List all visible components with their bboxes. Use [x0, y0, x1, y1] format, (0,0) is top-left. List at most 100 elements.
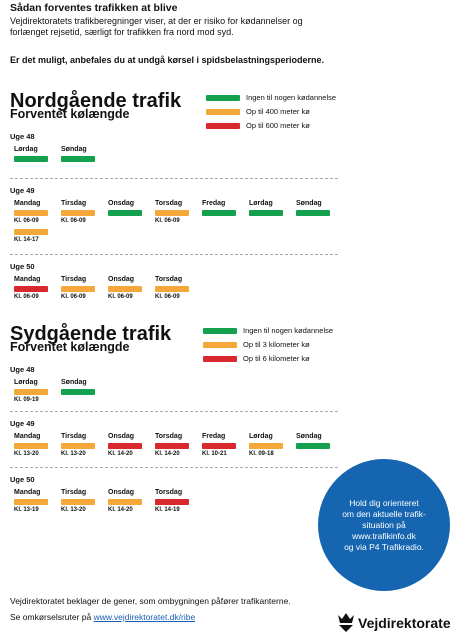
section-subtitle: Forventet kølængde: [10, 340, 130, 354]
time-label: Kl. 10-21: [202, 451, 227, 457]
day-label: Onsdag: [108, 433, 135, 440]
day-label: Torsdag: [155, 200, 183, 207]
traffic-bar: [61, 156, 95, 162]
legend-label: Ingen til nogen kødannelse: [243, 326, 334, 335]
footer-text: Vejdirektoratet beklager de gener, som o…: [10, 596, 291, 606]
separator: [10, 411, 338, 412]
day-label: Onsdag: [108, 276, 135, 283]
legend-swatch: [206, 109, 240, 115]
time-label: Kl. 06-09: [61, 218, 86, 224]
legend-swatch: [206, 95, 240, 101]
traffic-bar: [14, 156, 48, 162]
time-label: Kl. 13-20: [14, 451, 39, 457]
time-label: Kl. 14-17: [14, 237, 39, 243]
day-label: Lørdag: [249, 200, 273, 207]
info-text: situation på: [362, 520, 406, 530]
traffic-bar: [249, 210, 283, 216]
time-label: Kl. 06-09: [61, 294, 86, 300]
time-label: Kl. 13-20: [61, 451, 86, 457]
time-label: Kl. 13-20: [61, 507, 86, 513]
day-label: Søndag: [61, 146, 87, 153]
time-label: Kl. 09-18: [249, 451, 274, 457]
time-label: Kl. 13-19: [14, 507, 39, 513]
week-label: Uge 49: [10, 186, 35, 195]
traffic-bar: [14, 286, 48, 292]
route-prefix: Se omkørselsruter på: [10, 612, 92, 622]
traffic-bar: [14, 229, 48, 235]
traffic-bar: [61, 499, 95, 505]
section-subtitle: Forventet kølængde: [10, 107, 130, 121]
traffic-bar: [249, 443, 283, 449]
day-label: Torsdag: [155, 433, 183, 440]
paragraph: forlænget rejsetid, særligt for trafikke…: [10, 27, 234, 37]
route-link[interactable]: www.vejdirektoratet.dk/ribe: [93, 612, 196, 622]
week-label: Uge 50: [10, 262, 35, 271]
separator: [10, 467, 338, 468]
day-label: Tirsdag: [61, 489, 87, 496]
week-label: Uge 49: [10, 419, 35, 428]
legend-label: Op til 600 meter kø: [246, 121, 310, 130]
legend-label: Op til 6 kilometer kø: [243, 354, 310, 363]
day-label: Torsdag: [155, 489, 183, 496]
traffic-bar: [61, 389, 95, 395]
day-label: Mandag: [14, 489, 41, 496]
legend-swatch: [206, 123, 240, 129]
time-label: Kl. 06-09: [108, 294, 133, 300]
separator: [10, 178, 338, 179]
traffic-bar: [202, 210, 236, 216]
time-label: Kl. 06-09: [155, 218, 180, 224]
footer-route: Se omkørselsruter på www.vejdirektoratet…: [10, 612, 195, 622]
day-label: Tirsdag: [61, 200, 87, 207]
time-label: Kl. 09-19: [14, 397, 39, 403]
day-label: Lørdag: [14, 379, 38, 386]
day-label: Fredag: [202, 433, 226, 440]
logo-text: Vejdirektoratet: [358, 615, 450, 631]
day-label: Fredag: [202, 200, 226, 207]
info-text: Hold dig orienteret: [349, 498, 419, 508]
legend-swatch: [203, 342, 237, 348]
day-label: Torsdag: [155, 276, 183, 283]
week-label: Uge 48: [10, 132, 35, 141]
traffic-bar: [61, 286, 95, 292]
day-label: Mandag: [14, 200, 41, 207]
day-label: Tirsdag: [61, 433, 87, 440]
traffic-bar: [61, 443, 95, 449]
section-title: Nordgående trafik: [10, 90, 182, 112]
legend-label: Ingen til nogen kødannelse: [246, 93, 337, 102]
traffic-bar: [108, 499, 142, 505]
paragraph: Vejdirektoratets trafikberegninger viser…: [10, 16, 303, 26]
traffic-bar: [14, 210, 48, 216]
day-label: Søndag: [296, 433, 322, 440]
day-label: Tirsdag: [61, 276, 87, 283]
logo-icon: [338, 613, 354, 632]
time-label: Kl. 06-09: [155, 294, 180, 300]
info-text: og via P4 Trafikradio.: [344, 542, 424, 552]
traffic-bar: [155, 286, 189, 292]
time-label: Kl. 14-20: [108, 507, 133, 513]
day-label: Onsdag: [108, 489, 135, 496]
legend-swatch: [203, 328, 237, 334]
day-label: Søndag: [61, 379, 87, 386]
traffic-bar: [202, 443, 236, 449]
day-label: Mandag: [14, 276, 41, 283]
title: Sådan forventes trafikken at blive: [10, 2, 178, 14]
traffic-bar: [14, 499, 48, 505]
traffic-bar: [61, 210, 95, 216]
traffic-bar: [14, 443, 48, 449]
time-label: Kl. 14-19: [155, 507, 180, 513]
emphasis: Er det muligt, anbefales du at undgå kør…: [10, 55, 325, 65]
time-label: Kl. 14-20: [155, 451, 180, 457]
day-label: Mandag: [14, 433, 41, 440]
legend-label: Op til 400 meter kø: [246, 107, 310, 116]
info-text: om den aktuelle trafik-: [342, 509, 426, 519]
traffic-bar: [108, 443, 142, 449]
info-text: www.trafikinfo.dk: [352, 531, 416, 541]
traffic-bar: [296, 443, 330, 449]
time-label: Kl. 14-20: [108, 451, 133, 457]
traffic-bar: [14, 389, 48, 395]
traffic-bar: [155, 443, 189, 449]
day-label: Søndag: [296, 200, 322, 207]
day-label: Lørdag: [14, 146, 38, 153]
legend-label: Op til 3 kilometer kø: [243, 340, 310, 349]
